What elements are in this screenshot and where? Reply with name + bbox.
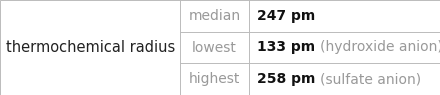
- Text: thermochemical radius: thermochemical radius: [6, 40, 175, 55]
- Text: 258 pm: 258 pm: [257, 72, 315, 86]
- Text: (hydroxide anion): (hydroxide anion): [320, 40, 440, 55]
- Text: 247 pm: 247 pm: [257, 9, 315, 23]
- Text: 133 pm: 133 pm: [257, 40, 315, 55]
- Text: highest: highest: [189, 72, 240, 86]
- Text: lowest: lowest: [192, 40, 237, 55]
- Text: median: median: [188, 9, 241, 23]
- Text: (sulfate anion): (sulfate anion): [320, 72, 422, 86]
